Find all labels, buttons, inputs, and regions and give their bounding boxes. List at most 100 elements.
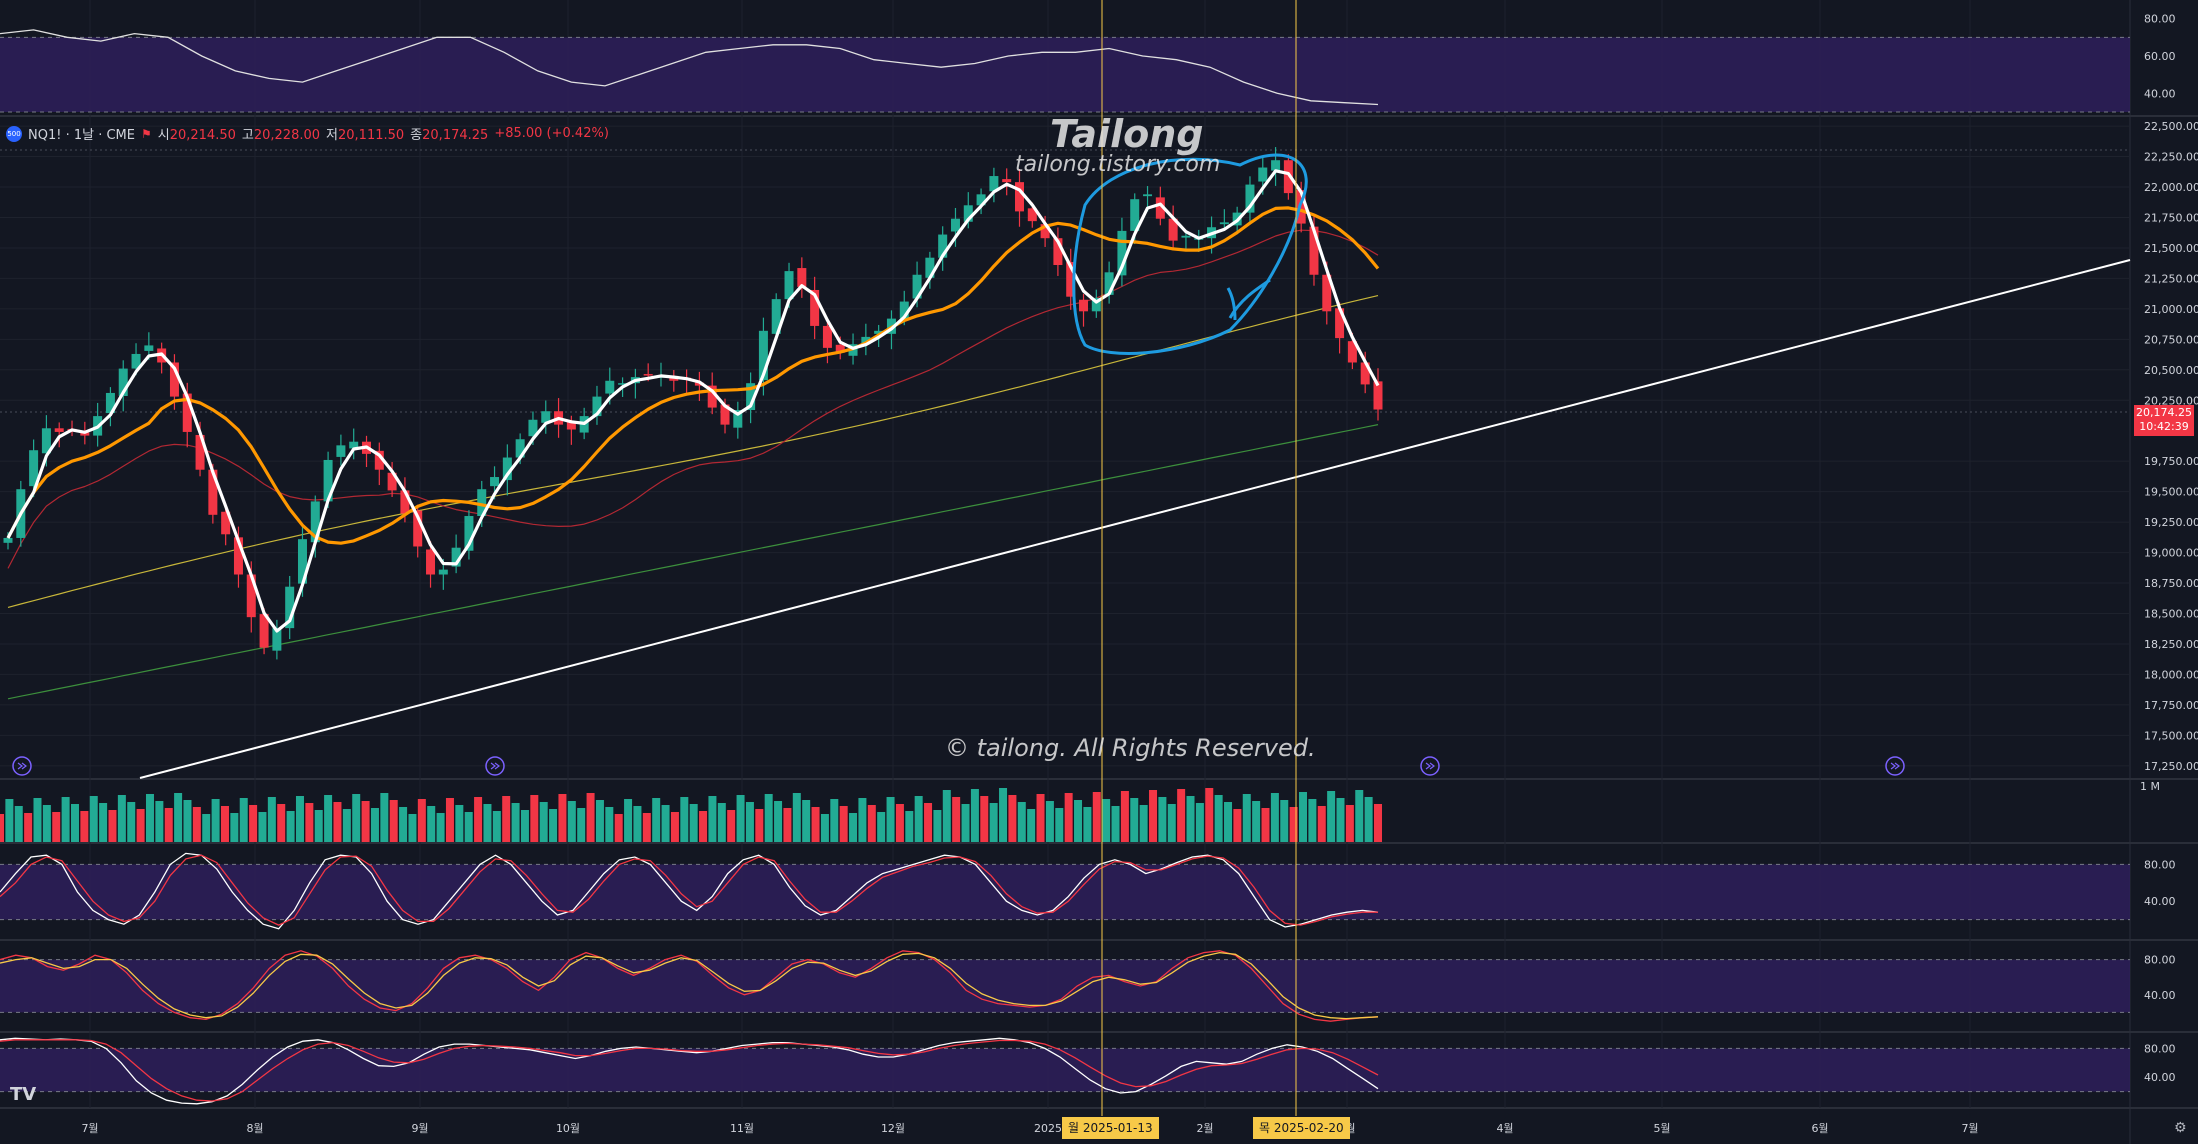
candle-body — [771, 299, 781, 334]
x-axis-month-label: 12월 — [881, 1122, 905, 1135]
volume-bar — [380, 793, 389, 842]
volume-bar — [1289, 807, 1298, 842]
candle-body — [835, 344, 845, 353]
candle-body — [720, 404, 730, 425]
candle-body — [477, 489, 487, 517]
volume-bar — [324, 795, 333, 842]
volume-bar — [1074, 800, 1083, 842]
volume-bar — [783, 808, 792, 842]
volume-scale-label: 1 M — [2140, 780, 2160, 793]
candle-body — [797, 268, 807, 287]
volume-bar — [258, 812, 267, 842]
volume-bar — [492, 811, 501, 842]
candle-body — [810, 289, 820, 326]
volume-bar — [717, 803, 726, 842]
candle-body — [874, 330, 884, 334]
candle-body — [1271, 160, 1281, 171]
oscillator-band — [0, 959, 2130, 1013]
go-to-date-icon — [1420, 756, 1440, 776]
price-tick-label: 22,000.00 — [2144, 181, 2198, 194]
symbol-name[interactable]: NQ1! · 1날 · CME — [28, 128, 135, 143]
stoch-d-line — [0, 854, 1378, 926]
volume-bar — [127, 802, 136, 842]
candle-body — [1296, 190, 1306, 224]
x-axis-month-label: 8월 — [246, 1122, 263, 1135]
go-to-date-arrow — [17, 762, 27, 770]
candle-body — [694, 382, 704, 386]
x-axis-month-label: 2025 — [1034, 1122, 1062, 1135]
volume-bar — [0, 814, 4, 842]
volume-bar — [924, 803, 933, 842]
high-number: 20,228.00 — [253, 128, 321, 143]
candle-body — [131, 353, 141, 369]
x-axis-month-label: 9월 — [411, 1122, 428, 1135]
volume-bar — [352, 794, 361, 842]
volume-bar — [145, 794, 154, 842]
candle-body — [1130, 199, 1140, 231]
close-number: 20,174.25 — [422, 128, 489, 143]
go-to-date-arrow — [1425, 762, 1435, 770]
candle-body — [259, 614, 269, 648]
candle-body — [541, 411, 551, 423]
price-tick-label: 18,000.00 — [2144, 668, 2198, 681]
cme-symbol-icon[interactable]: 500 — [6, 125, 22, 142]
volume-bar — [5, 799, 14, 842]
candle-body — [336, 445, 346, 457]
low-value: 저20,111.50 — [326, 124, 404, 143]
x-axis-month-label: 10월 — [556, 1122, 580, 1135]
candle-body — [861, 336, 871, 345]
tradingview-logo[interactable]: TV — [10, 1084, 37, 1105]
open-value: 시20,214.50 — [158, 124, 236, 143]
volume-bar — [1055, 808, 1064, 842]
volume-bar — [1345, 805, 1354, 842]
candle-body — [310, 501, 320, 543]
volume-bar — [905, 811, 914, 842]
settings-gear-icon[interactable]: ⚙ — [2174, 1120, 2187, 1136]
osc-tick-label: 80.00 — [2144, 1042, 2176, 1055]
volume-bar — [42, 805, 51, 842]
volume-bar — [774, 801, 783, 842]
volume-bar — [230, 813, 239, 842]
volume-bar — [652, 798, 661, 842]
volume-bar — [530, 795, 539, 842]
volume-bar — [1242, 794, 1251, 842]
volume-bar — [52, 812, 61, 842]
candle-body — [387, 472, 397, 491]
volume-bar — [427, 806, 436, 842]
x-axis-month-label: 7월 — [1961, 1122, 1978, 1135]
low-number: 20,111.50 — [338, 128, 405, 143]
volume-bar — [1167, 804, 1176, 842]
volume-bar — [370, 808, 379, 842]
flag-icon[interactable]: ⚑ — [140, 126, 152, 141]
volume-bar — [502, 796, 511, 842]
price-tick-label: 17,250.00 — [2144, 760, 2198, 773]
volume-bar — [267, 797, 276, 842]
volume-bar — [914, 796, 923, 842]
watermark-title: Tailong — [1050, 112, 1204, 156]
volume-bar — [970, 789, 979, 842]
volume-bar — [792, 793, 801, 842]
candle-body — [1283, 160, 1293, 194]
osc-tick-label: 40.00 — [2144, 1071, 2176, 1084]
volume-bar — [680, 797, 689, 842]
candle-body — [746, 383, 756, 411]
volume-bar — [80, 811, 89, 842]
candle-body — [1335, 308, 1345, 339]
volume-bar — [867, 805, 876, 842]
candle-body — [502, 457, 512, 481]
volume-bar — [895, 804, 904, 842]
candle-body — [1181, 235, 1191, 238]
candle-body — [1143, 194, 1153, 197]
oscillator-band — [0, 1048, 2130, 1092]
volume-bar — [342, 809, 351, 842]
volume-bar — [1317, 806, 1326, 842]
price-tick-label: 21,000.00 — [2144, 303, 2198, 316]
candle-body — [976, 194, 986, 206]
candle-body — [1258, 167, 1268, 182]
price-tick-label: 21,250.00 — [2144, 272, 2198, 285]
candle-body — [1373, 381, 1383, 410]
low-label: 저 — [326, 128, 338, 143]
volume-bar — [1102, 799, 1111, 842]
